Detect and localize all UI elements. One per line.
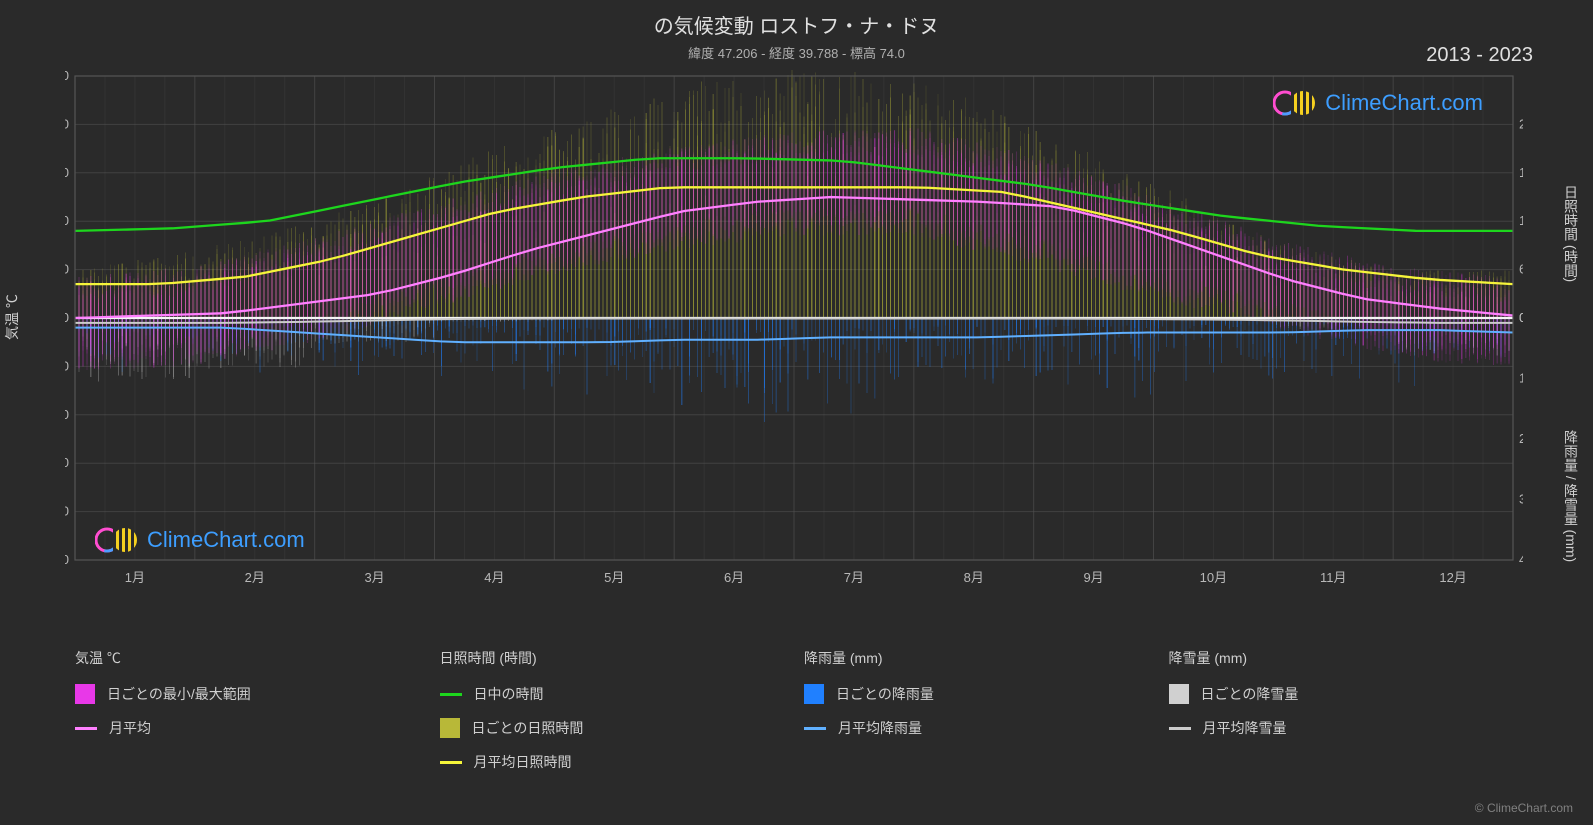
svg-text:10: 10 xyxy=(65,262,69,277)
legend-item: 月平均降雨量 xyxy=(804,718,1149,738)
svg-text:30: 30 xyxy=(65,165,69,180)
svg-text:5月: 5月 xyxy=(604,570,624,585)
legend-column: 降雨量 (mm) 日ごとの降雨量月平均降雨量 xyxy=(804,648,1169,813)
legend-item: 月平均 xyxy=(75,718,420,738)
watermark-top: ClimeChart.com xyxy=(1273,88,1483,118)
svg-text:3月: 3月 xyxy=(364,570,384,585)
svg-text:2月: 2月 xyxy=(245,570,265,585)
y-axis-right2-label: 降雨量 / 降雪量 (mm) xyxy=(1561,430,1581,562)
climechart-logo-icon xyxy=(95,525,139,555)
svg-text:4月: 4月 xyxy=(484,570,504,585)
copyright: © ClimeChart.com xyxy=(1475,801,1573,815)
legend-swatch-icon xyxy=(75,684,95,704)
svg-text:9月: 9月 xyxy=(1083,570,1103,585)
svg-text:-10: -10 xyxy=(65,358,69,373)
legend-item: 月平均降雪量 xyxy=(1169,718,1514,738)
legend-item-label: 月平均降雪量 xyxy=(1203,718,1287,738)
legend-column: 日照時間 (時間) 日中の時間日ごとの日照時間月平均日照時間 xyxy=(440,648,805,813)
svg-text:18: 18 xyxy=(1519,165,1523,180)
svg-text:-30: -30 xyxy=(65,455,69,470)
svg-text:30: 30 xyxy=(1519,492,1523,507)
legend-col-title: 降雨量 (mm) xyxy=(804,648,1149,668)
legend-line-icon xyxy=(804,727,826,730)
legend-column: 降雪量 (mm) 日ごとの降雪量月平均降雪量 xyxy=(1169,648,1534,813)
svg-text:7月: 7月 xyxy=(844,570,864,585)
svg-text:-50: -50 xyxy=(65,552,69,567)
svg-text:10: 10 xyxy=(1519,371,1523,386)
svg-text:6月: 6月 xyxy=(724,570,744,585)
chart-plot-area: -50-40-30-20-100102030405006121824010203… xyxy=(65,70,1523,590)
y-axis-left-label: 気温 ℃ xyxy=(2,294,22,340)
legend-item-label: 日ごとの最小/最大範囲 xyxy=(107,684,251,704)
legend-item-label: 月平均日照時間 xyxy=(474,752,572,772)
watermark-bottom: ClimeChart.com xyxy=(95,525,305,555)
svg-text:1月: 1月 xyxy=(125,570,145,585)
svg-text:0: 0 xyxy=(1519,310,1523,325)
legend-item-label: 日ごとの日照時間 xyxy=(472,718,584,738)
svg-text:20: 20 xyxy=(1519,431,1523,446)
legend-item: 日ごとの最小/最大範囲 xyxy=(75,684,420,704)
svg-text:10月: 10月 xyxy=(1200,570,1227,585)
legend-item-label: 日中の時間 xyxy=(474,684,544,704)
legend-swatch-icon xyxy=(440,718,460,738)
year-range: 2013 - 2023 xyxy=(1426,44,1533,67)
svg-text:8月: 8月 xyxy=(964,570,984,585)
legend-item: 月平均日照時間 xyxy=(440,752,785,772)
legend-swatch-icon xyxy=(1169,684,1189,704)
y-axis-right1-label: 日照時間 (時間) xyxy=(1561,185,1581,282)
svg-text:-20: -20 xyxy=(65,407,69,422)
svg-text:6: 6 xyxy=(1519,262,1523,277)
chart-title: の気候変動 ロストフ・ナ・ドヌ xyxy=(0,0,1593,39)
svg-text:12: 12 xyxy=(1519,213,1523,228)
legend-line-icon xyxy=(440,761,462,764)
legend-item: 日ごとの降雨量 xyxy=(804,684,1149,704)
legend: 気温 ℃ 日ごとの最小/最大範囲月平均 日照時間 (時間) 日中の時間日ごとの日照時間… xyxy=(75,648,1533,813)
svg-text:40: 40 xyxy=(65,116,69,131)
svg-text:40: 40 xyxy=(1519,552,1523,567)
legend-line-icon xyxy=(1169,727,1191,730)
legend-swatch-icon xyxy=(804,684,824,704)
watermark-text: ClimeChart.com xyxy=(1325,90,1483,116)
watermark-text: ClimeChart.com xyxy=(147,527,305,553)
legend-item-label: 月平均降雨量 xyxy=(838,718,922,738)
svg-text:20: 20 xyxy=(65,213,69,228)
legend-col-title: 降雪量 (mm) xyxy=(1169,648,1514,668)
svg-text:-40: -40 xyxy=(65,504,69,519)
legend-item: 日ごとの降雪量 xyxy=(1169,684,1514,704)
legend-line-icon xyxy=(75,727,97,730)
legend-item: 日中の時間 xyxy=(440,684,785,704)
legend-column: 気温 ℃ 日ごとの最小/最大範囲月平均 xyxy=(75,648,440,813)
legend-line-icon xyxy=(440,693,462,696)
legend-item-label: 月平均 xyxy=(109,718,151,738)
legend-col-title: 気温 ℃ xyxy=(75,648,420,668)
legend-item: 日ごとの日照時間 xyxy=(440,718,785,738)
svg-text:24: 24 xyxy=(1519,116,1523,131)
climechart-logo-icon xyxy=(1273,88,1317,118)
legend-item-label: 日ごとの降雨量 xyxy=(836,684,934,704)
svg-text:12月: 12月 xyxy=(1439,570,1466,585)
svg-text:50: 50 xyxy=(65,70,69,83)
svg-text:11月: 11月 xyxy=(1320,570,1347,585)
svg-text:0: 0 xyxy=(65,310,69,325)
legend-col-title: 日照時間 (時間) xyxy=(440,648,785,668)
legend-item-label: 日ごとの降雪量 xyxy=(1201,684,1299,704)
chart-subtitle: 緯度 47.206 - 経度 39.788 - 標高 74.0 xyxy=(0,39,1593,62)
